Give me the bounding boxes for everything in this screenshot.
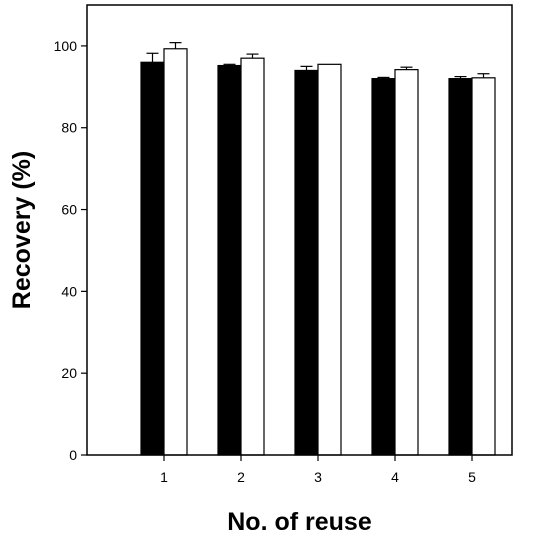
error-bars-layer [146, 42, 490, 79]
x-axis-title: No. of reuse [227, 508, 372, 536]
x-tick-label: 2 [237, 469, 245, 485]
bar-series2-cat4 [394, 69, 419, 456]
y-tick-label: 40 [61, 283, 77, 299]
x-tick-label: 4 [391, 469, 399, 485]
bars-layer [140, 48, 496, 456]
y-tick-label: 0 [69, 447, 77, 463]
x-axis-ticks: 1 2 3 4 5 [160, 455, 476, 485]
bar-series1-cat1 [140, 61, 165, 456]
y-axis-ticks: 0 20 40 60 80 100 [54, 38, 87, 463]
bar-series1-cat5 [448, 78, 473, 456]
bar-series2-cat2 [240, 57, 265, 456]
plot-frame [86, 4, 513, 456]
bar-series2-cat5 [471, 77, 496, 456]
bar-series1-cat2 [217, 64, 242, 456]
y-tick-label: 100 [54, 38, 78, 54]
x-tick-label: 3 [314, 469, 322, 485]
y-tick-label: 60 [61, 202, 77, 218]
y-axis-title: Recovery (%) [8, 151, 36, 309]
bar-series1-cat4 [371, 78, 396, 456]
x-tick-label: 5 [468, 469, 476, 485]
bar-series2-cat1 [163, 48, 188, 456]
y-tick-label: 80 [61, 120, 77, 136]
bar-series2-cat3 [317, 63, 342, 456]
y-tick-label: 20 [61, 365, 77, 381]
bar-series1-cat3 [294, 69, 319, 456]
x-tick-label: 1 [160, 469, 168, 485]
